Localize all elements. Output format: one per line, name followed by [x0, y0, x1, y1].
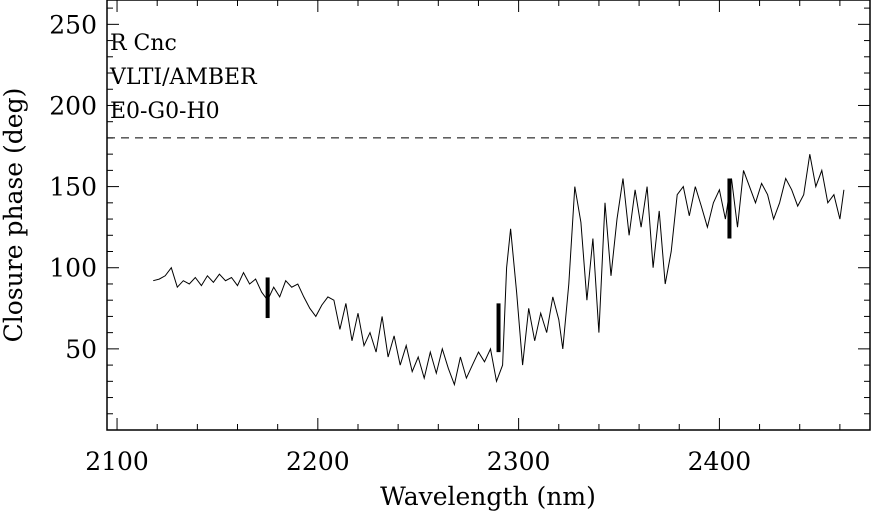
axis-tick-labels: 2100 2200 2300 2400 50 100 150 200 250 — [49, 10, 751, 476]
y-tick-label: 200 — [49, 91, 97, 120]
annotations: R Cnc VLTI/AMBER E0-G0-H0 — [109, 31, 258, 124]
y-tick-label: 250 — [49, 10, 97, 39]
x-tick-label: 2100 — [85, 447, 149, 476]
x-tick-label: 2400 — [688, 447, 752, 476]
axis-ticks — [107, 0, 870, 430]
annotation-text: R Cnc — [110, 31, 177, 56]
error-bars — [265, 178, 732, 353]
y-tick-label: 150 — [49, 173, 97, 202]
x-axis-title: Wavelength (nm) — [380, 482, 596, 511]
plot-frame — [106, 0, 871, 431]
y-axis-title: Closure phase (deg) — [0, 88, 28, 343]
annotation-text: E0-G0-H0 — [110, 99, 220, 124]
y-tick-label: 100 — [49, 254, 97, 283]
y-tick-label: 50 — [65, 335, 97, 364]
annotation-text: VLTI/AMBER — [109, 65, 258, 90]
x-tick-label: 2300 — [487, 447, 551, 476]
x-tick-label: 2200 — [286, 447, 350, 476]
